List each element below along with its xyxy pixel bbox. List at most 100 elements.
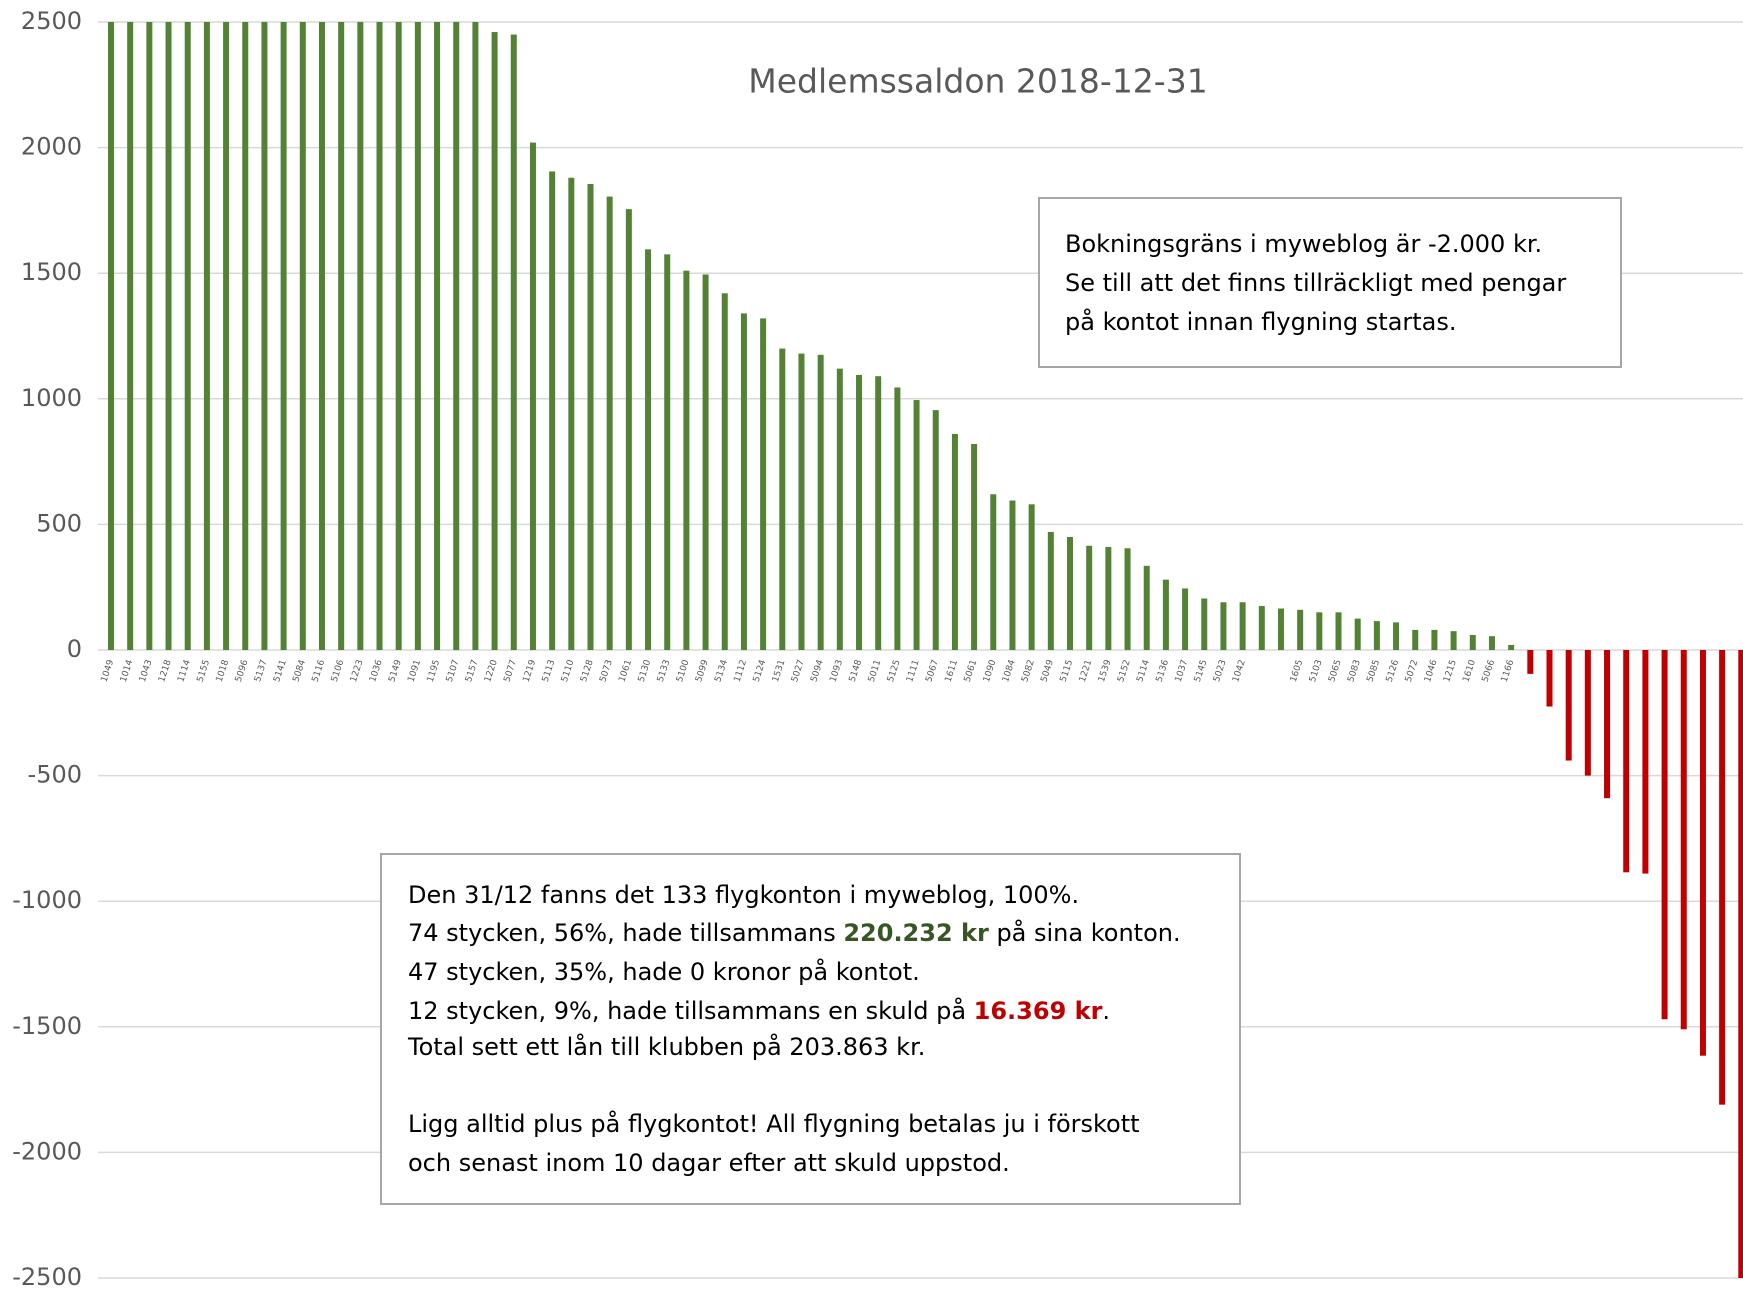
x-tick-label: 5128 xyxy=(579,658,596,683)
bar xyxy=(1719,650,1726,1105)
bar xyxy=(721,293,728,650)
bar xyxy=(1680,650,1687,1030)
x-tick-label: 5083 xyxy=(1346,659,1363,684)
bar xyxy=(223,22,230,650)
x-tick-label: 5082 xyxy=(1020,659,1037,684)
x-tick-label: 5141 xyxy=(272,659,289,684)
bar xyxy=(414,22,421,650)
bar xyxy=(1642,650,1649,874)
x-tick-label: 5116 xyxy=(311,658,328,683)
y-tick-label: -2500 xyxy=(12,1263,82,1290)
y-tick-label: 2500 xyxy=(21,7,82,35)
note-line: på kontot innan flygning startas. xyxy=(1065,307,1457,336)
bar xyxy=(549,171,556,651)
text: Ligg alltid plus på flygkontot! All flyg… xyxy=(408,1109,1140,1138)
bar xyxy=(261,22,268,650)
y-tick-label: 0 xyxy=(67,635,82,663)
bar xyxy=(1143,565,1150,650)
bar xyxy=(184,22,191,650)
bar xyxy=(625,209,632,651)
bar xyxy=(1699,650,1706,1056)
bar xyxy=(856,374,863,650)
x-tick-label: 5157 xyxy=(464,659,481,684)
bar xyxy=(913,400,920,650)
chart-title: Medlemssaldon 2018-12-31 xyxy=(748,62,1207,101)
bar xyxy=(568,177,575,650)
summary-line: Den 31/12 fanns det 133 flygkonton i myw… xyxy=(408,881,1079,909)
text: 74 stycken, 56%, hade tillsammans xyxy=(408,919,843,947)
text: Total sett ett lån till klubben på 203.8… xyxy=(407,1032,925,1061)
bar xyxy=(127,22,134,650)
text: Den 31/12 fanns det 133 flygkonton i myw… xyxy=(408,881,1079,909)
x-tick-label: 5152 xyxy=(1116,659,1133,684)
bar xyxy=(203,22,210,650)
bar xyxy=(740,313,747,650)
x-tick-label: 5113 xyxy=(541,659,558,684)
bar xyxy=(1239,602,1246,650)
note-frame xyxy=(1038,197,1622,368)
bar xyxy=(1124,548,1131,650)
bar xyxy=(1105,547,1112,650)
x-tick-label: 5130 xyxy=(637,658,654,683)
x-tick-label: 5077 xyxy=(502,659,519,684)
summary-line: Total sett ett lån till klubben på 203.8… xyxy=(407,1032,925,1061)
x-tick-label: 1049 xyxy=(100,658,117,683)
bar xyxy=(108,22,114,650)
bar xyxy=(1450,631,1457,650)
bar xyxy=(932,410,939,650)
bar xyxy=(760,318,767,650)
x-tick-label: 5067 xyxy=(924,659,941,684)
bar xyxy=(1738,650,1743,1278)
bar xyxy=(1604,650,1611,799)
summary-line: 12 stycken, 9%, hade tillsammans en skul… xyxy=(408,996,1110,1025)
bar xyxy=(1431,629,1438,650)
bar xyxy=(434,22,441,650)
y-tick-label: -1500 xyxy=(12,1012,82,1040)
bar xyxy=(165,22,172,650)
x-tick-label: 1043 xyxy=(138,659,155,684)
x-tick-label: 1531 xyxy=(771,659,788,684)
x-tick-label: 5107 xyxy=(445,659,462,684)
x-tick-label: 1112 xyxy=(733,659,750,684)
x-tick-label: 1042 xyxy=(1231,659,1248,684)
bar xyxy=(683,270,690,650)
x-tick-label: 1166 xyxy=(1500,658,1517,683)
x-tick-label: 5115 xyxy=(1059,659,1076,684)
x-tick-label: 5110 xyxy=(560,658,577,683)
x-tick-label: 5011 xyxy=(867,659,884,684)
bar xyxy=(1201,598,1208,650)
x-tick-label: 5125 xyxy=(886,659,903,684)
y-tick-label: 1500 xyxy=(21,258,82,286)
bar xyxy=(1488,636,1495,650)
bar xyxy=(472,22,479,650)
x-tick-label: 1036 xyxy=(368,658,385,683)
x-tick-label: 1219 xyxy=(522,658,539,683)
x-tick-label: 5072 xyxy=(1404,659,1421,684)
bar xyxy=(702,274,709,650)
x-tick-label: 1037 xyxy=(1174,659,1191,684)
bar xyxy=(894,387,901,650)
x-tick-label: 1195 xyxy=(426,659,443,684)
x-tick-label: 5155 xyxy=(196,659,213,684)
x-tick-label: 5100 xyxy=(675,658,692,683)
summary-line: 47 stycken, 35%, hade 0 kronor på kontot… xyxy=(408,957,920,986)
bar xyxy=(798,353,805,650)
summary-line: 74 stycken, 56%, hade tillsammans 220.23… xyxy=(408,918,1181,947)
text: och senast inom 10 dagar efter att skuld… xyxy=(408,1149,1010,1177)
x-tick-label: 5084 xyxy=(291,658,308,683)
bar xyxy=(990,494,997,650)
bar xyxy=(491,32,498,651)
bar xyxy=(1028,504,1035,650)
bar xyxy=(951,433,958,650)
x-tick-label: 5114 xyxy=(1135,658,1152,683)
bar xyxy=(1584,650,1591,776)
bar xyxy=(1373,621,1380,650)
x-tick-label: 5148 xyxy=(848,658,865,683)
bar xyxy=(338,22,345,650)
bar xyxy=(664,254,671,651)
bar xyxy=(299,22,306,650)
x-tick-label: 1014 xyxy=(119,658,136,683)
x-tick-label: 1223 xyxy=(349,659,366,684)
x-tick-label: 1090 xyxy=(982,658,999,683)
